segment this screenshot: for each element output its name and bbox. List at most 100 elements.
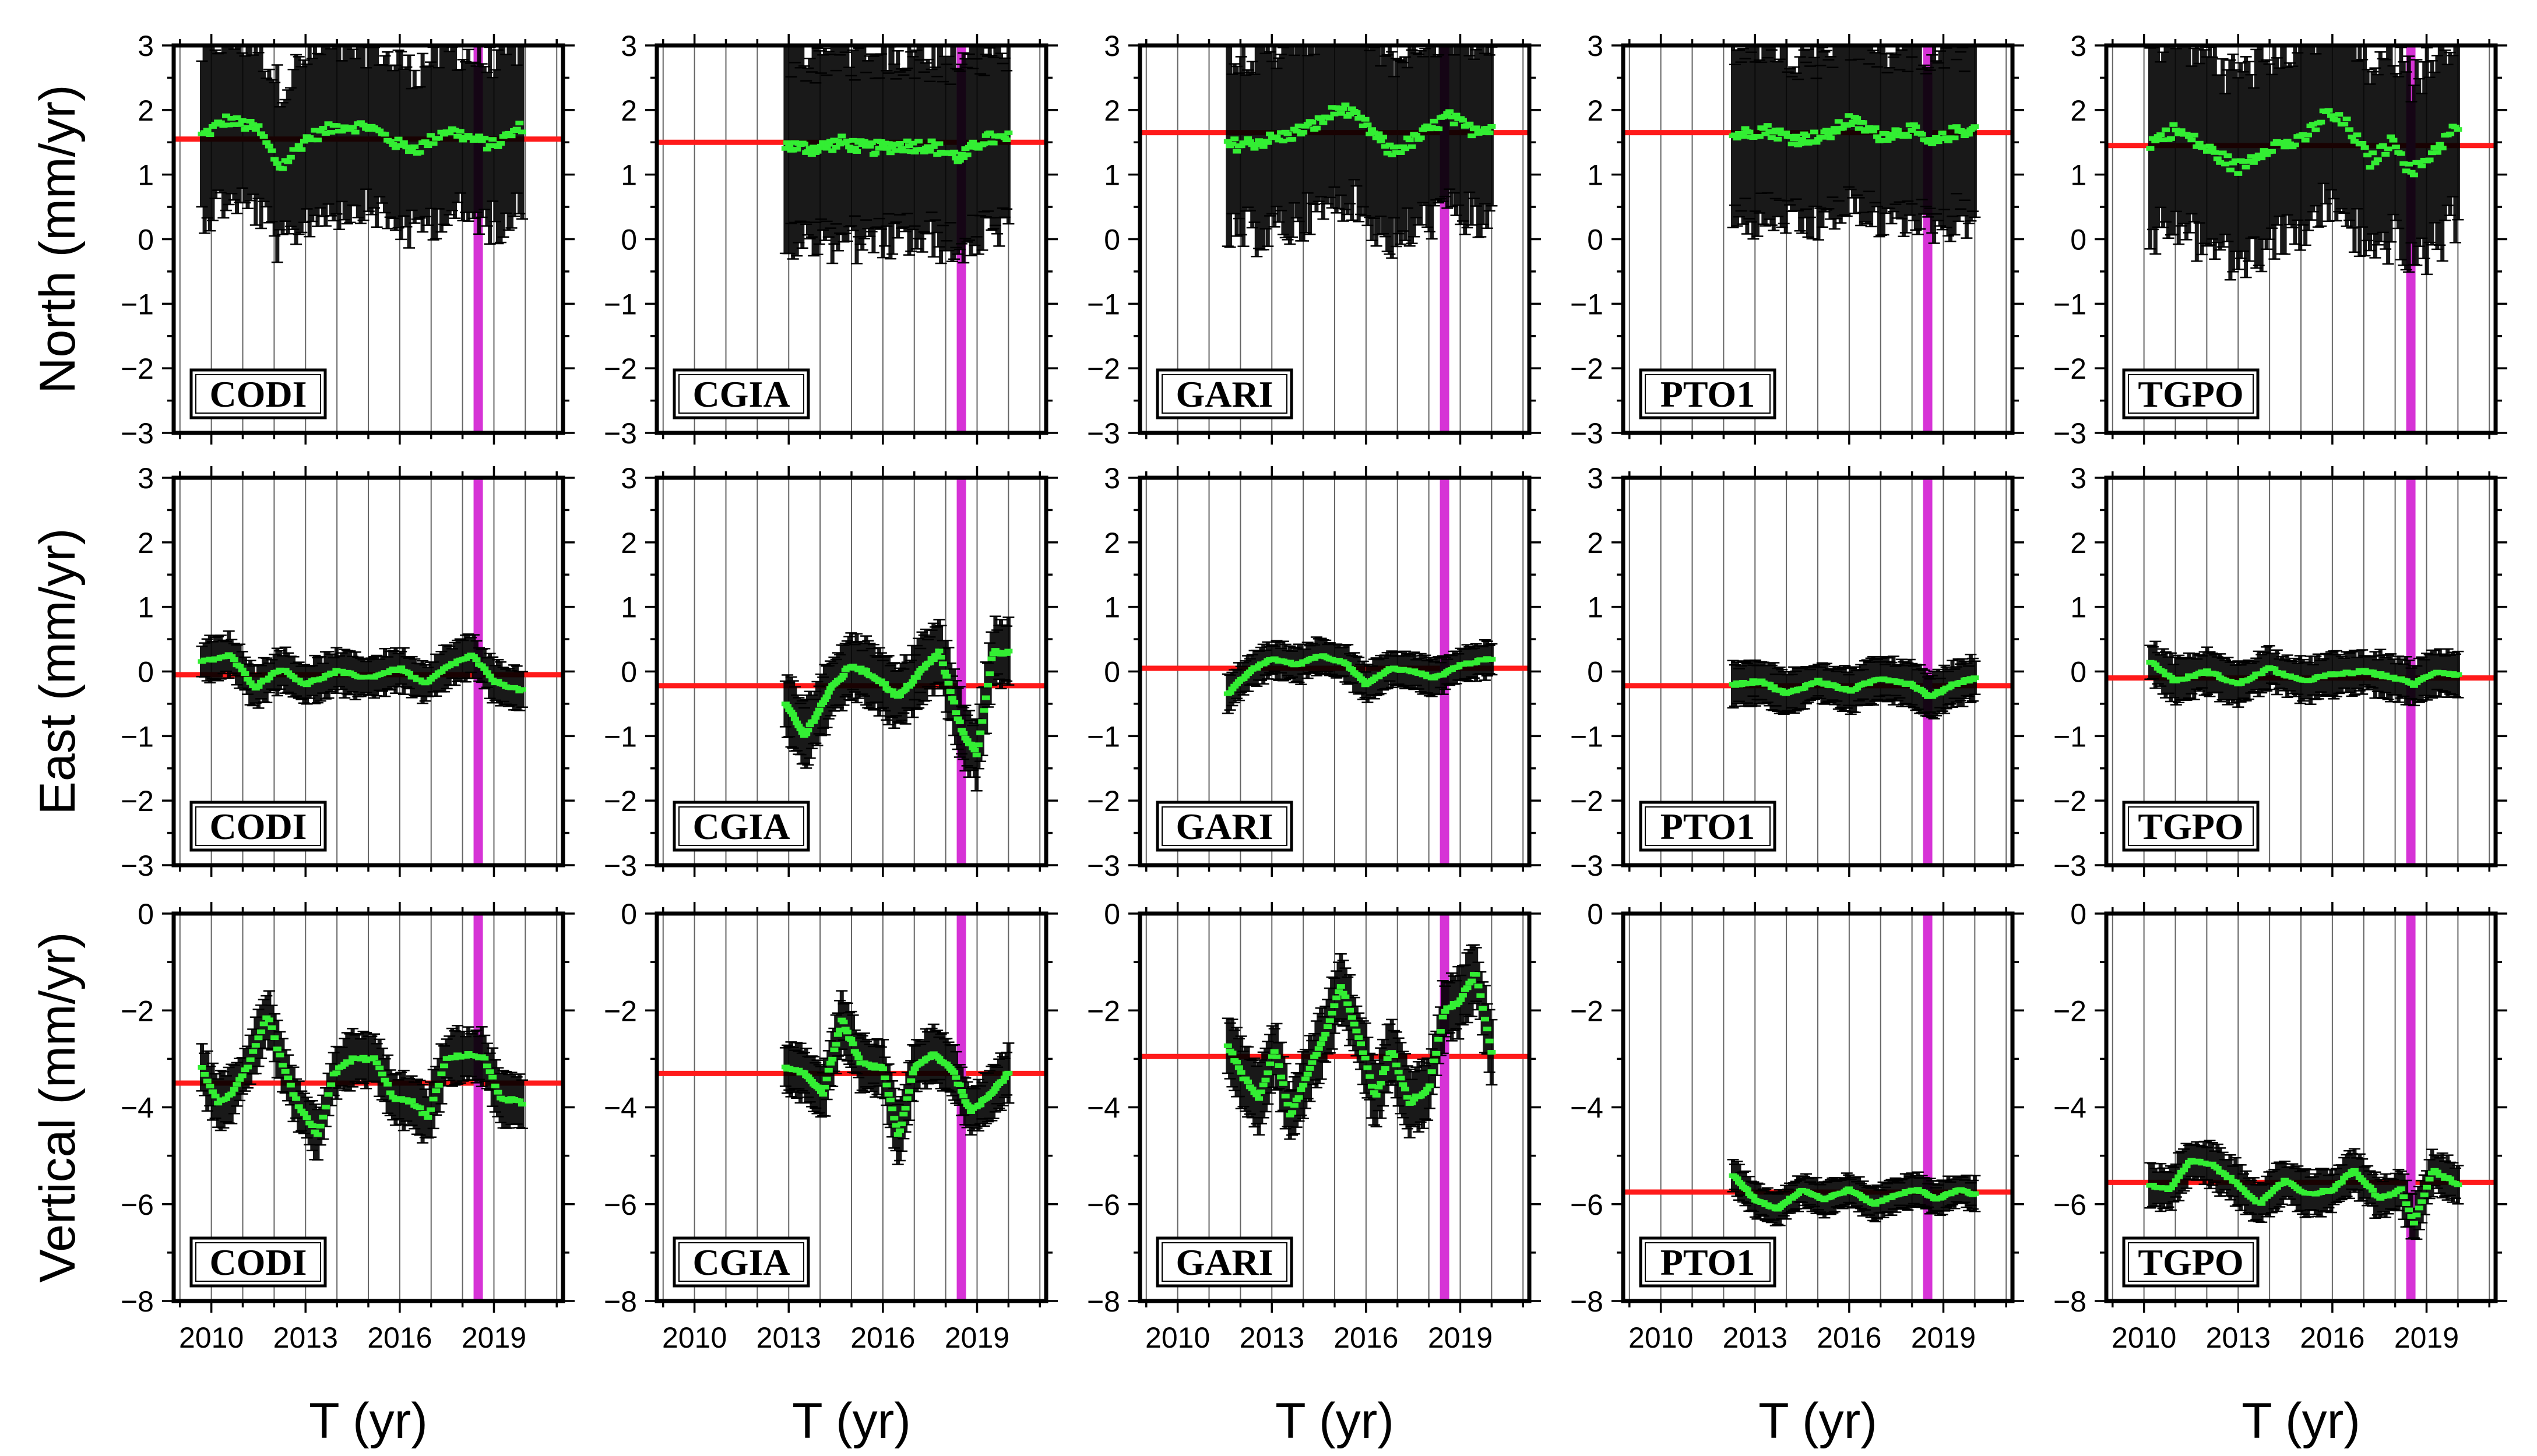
data-point: [942, 674, 951, 679]
data-point: [1370, 1090, 1378, 1095]
data-point: [888, 1106, 897, 1112]
data-point: [935, 141, 944, 146]
data-point: [251, 126, 260, 132]
data-point: [1237, 143, 1245, 149]
data-point: [2427, 1171, 2436, 1176]
data-point: [1004, 131, 1013, 136]
data-point: [1912, 124, 1920, 129]
data-point: [1419, 127, 1427, 132]
y-tick-label: −1: [121, 288, 154, 320]
x-tick-label: 2010: [662, 1321, 727, 1354]
x-axis-title: T (yr): [1275, 1393, 1394, 1449]
data-point: [1971, 124, 1979, 129]
error-bar-caps: [1727, 1158, 1981, 1226]
data-point: [787, 710, 796, 715]
data-point: [974, 146, 983, 151]
data-point: [1266, 1061, 1275, 1066]
data-point: [462, 1053, 470, 1059]
data-point: [2213, 1166, 2222, 1171]
data-point: [469, 654, 478, 659]
data-point: [926, 1055, 934, 1060]
data-point: [1769, 684, 1778, 689]
data-point: [276, 1052, 284, 1057]
data-point: [980, 708, 988, 713]
data-point: [810, 719, 818, 724]
data-point: [2187, 138, 2196, 143]
data-point: [1308, 119, 1317, 125]
data-point: [249, 122, 258, 127]
data-point: [2278, 141, 2286, 146]
data-point: [1233, 1059, 1241, 1064]
data-point: [1223, 139, 1232, 144]
data-point: [1739, 134, 1747, 139]
data-point: [2213, 156, 2222, 161]
data-point: [1449, 121, 1458, 126]
data-point: [2368, 150, 2377, 156]
data-point: [2376, 671, 2385, 676]
data-point: [381, 132, 389, 137]
data-point: [796, 727, 805, 732]
data-point: [828, 1056, 837, 1062]
data-point: [314, 1132, 322, 1137]
error-bar-caps: [1727, 653, 1981, 720]
data-point: [257, 131, 266, 136]
data-point: [243, 676, 252, 682]
data-point: [986, 671, 994, 676]
data-point: [308, 138, 316, 143]
data-point: [967, 742, 976, 747]
panel-data: [1623, 45, 2012, 433]
data-point: [518, 129, 526, 135]
x-tick-label: 2016: [1817, 1321, 1881, 1354]
data-point: [909, 140, 917, 146]
data-point: [2350, 139, 2359, 144]
data-point: [910, 150, 919, 155]
data-point: [402, 144, 411, 150]
data-point: [1297, 1087, 1306, 1092]
data-point: [437, 1071, 446, 1077]
data-point: [953, 716, 962, 721]
data-point: [2151, 662, 2160, 667]
data-point: [888, 688, 897, 693]
data-point: [2304, 132, 2313, 138]
data-point: [2260, 1196, 2268, 1201]
data-point: [319, 126, 328, 131]
data-point: [1004, 1070, 1013, 1076]
y-tick-label: 3: [138, 462, 154, 495]
data-point: [1767, 135, 1776, 140]
data-point: [824, 1067, 833, 1073]
data-point: [958, 1089, 966, 1094]
data-point: [1002, 138, 1011, 143]
data-point: [286, 1083, 295, 1088]
data-point: [238, 118, 247, 123]
data-point: [1223, 1043, 1232, 1048]
station-label-box-inner: [1162, 806, 1287, 846]
data-point: [1454, 664, 1463, 669]
data-point: [958, 728, 966, 733]
data-point: [2433, 1169, 2441, 1175]
error-bar-caps: [1222, 45, 1498, 259]
data-point: [884, 141, 893, 146]
data-point: [1366, 131, 1374, 136]
y-tick-label: −2: [604, 995, 637, 1027]
data-point: [305, 135, 314, 140]
data-point: [824, 690, 833, 695]
data-points: [2146, 660, 2462, 688]
station-label-box: [2122, 1236, 2260, 1288]
data-point: [1341, 994, 1350, 999]
data-point: [249, 683, 258, 688]
data-point: [1733, 1176, 1741, 1182]
station-label: CODI: [209, 1242, 307, 1283]
data-point: [2371, 160, 2380, 165]
data-point: [2340, 122, 2349, 127]
data-point: [879, 1066, 888, 1071]
panel-gari-north: −3 −2 −1 0 1 2 3 GARI: [1087, 30, 1541, 450]
data-point: [2169, 1182, 2178, 1187]
data-point: [429, 1097, 438, 1102]
data-point: [1458, 993, 1467, 998]
data-point: [1928, 142, 1937, 147]
data-point: [1252, 142, 1261, 147]
data-point: [389, 142, 397, 147]
data-point: [1394, 144, 1403, 149]
data-point: [1421, 1090, 1430, 1095]
y-tick-label: −3: [604, 417, 637, 450]
